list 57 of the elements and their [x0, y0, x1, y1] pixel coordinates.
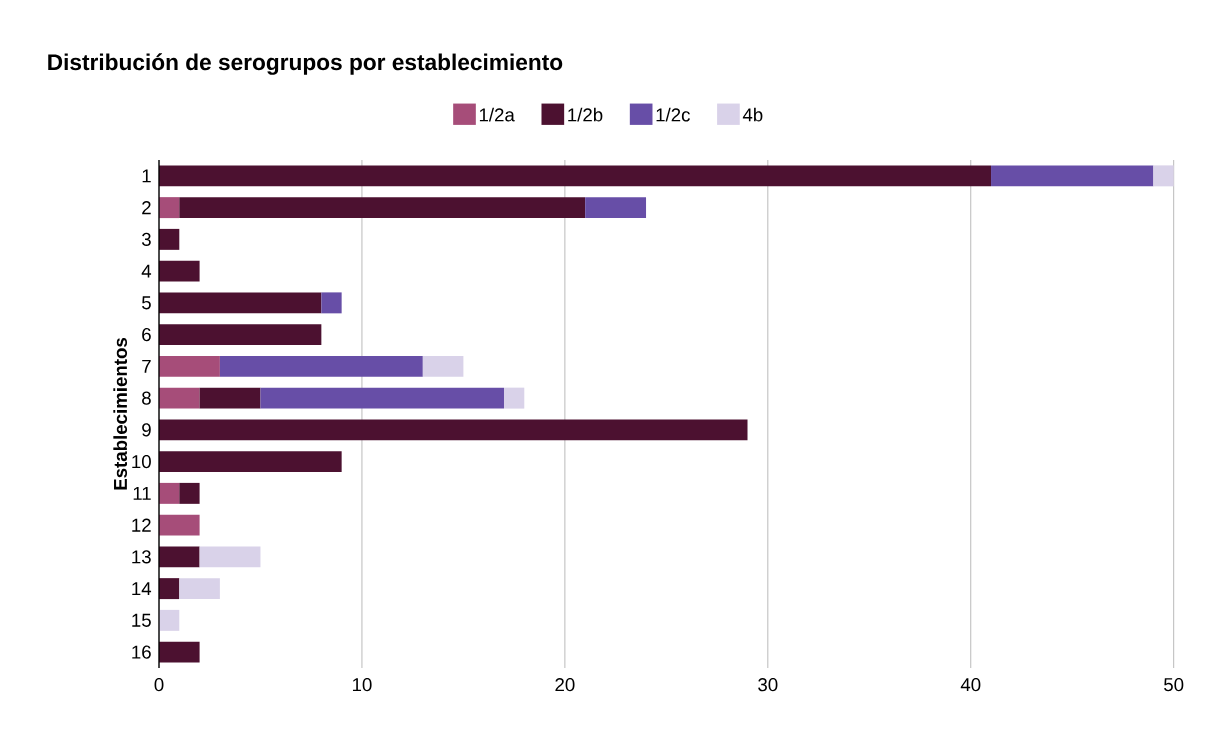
- x-tick-label: 0: [154, 678, 164, 692]
- bar: [159, 165, 992, 187]
- y-tick-label: 6: [142, 327, 151, 342]
- y-tick-label: 12: [132, 518, 151, 532]
- x-tick-label: 10: [352, 678, 372, 692]
- bar: [159, 324, 322, 346]
- y-tick-label: 2: [142, 201, 151, 215]
- legend-label: 1/2a: [479, 107, 515, 122]
- bar: [219, 355, 423, 377]
- bar: [179, 197, 586, 219]
- bar: [503, 387, 525, 409]
- bar: [199, 387, 261, 409]
- bar: [199, 546, 261, 568]
- bar: [159, 641, 200, 663]
- x-tick-label: 20: [555, 678, 575, 692]
- y-tick-label: 15: [132, 613, 151, 627]
- y-tick-label: 16: [132, 645, 151, 659]
- y-tick-label: 14: [132, 582, 152, 596]
- bar: [260, 387, 504, 409]
- x-tick-label: 30: [758, 678, 778, 692]
- chart-title: Distribución de serogrupos por establecimiento: [48, 53, 563, 75]
- bar: [159, 292, 322, 314]
- bar: [159, 260, 200, 282]
- bar: [179, 578, 220, 600]
- bar: [991, 165, 1154, 187]
- bar: [159, 228, 180, 250]
- y-tick-label: 9: [142, 423, 151, 437]
- y-tick-label: 8: [142, 391, 151, 405]
- y-tick-label: 4: [141, 264, 152, 278]
- bar: [159, 609, 180, 631]
- x-tick-label: 50: [1164, 678, 1184, 692]
- bar: [179, 482, 200, 504]
- legend-label: 1/2b: [568, 107, 603, 122]
- bar: [159, 355, 220, 377]
- y-tick-label: 3: [141, 232, 151, 246]
- legend-label: 1/2c: [656, 107, 690, 122]
- y-tick-label: 5: [142, 296, 151, 310]
- x-tick-label: 40: [960, 678, 981, 692]
- bar: [159, 546, 200, 568]
- bar: [159, 578, 180, 600]
- bar: [159, 451, 342, 473]
- y-tick-label: 11: [133, 486, 151, 500]
- bar: [1153, 165, 1174, 187]
- bar: [422, 355, 464, 377]
- legend-label: 4b: [742, 107, 763, 122]
- y-tick-label: 10: [132, 454, 151, 469]
- bar: [585, 197, 647, 219]
- y-tick-label: 7: [142, 359, 151, 373]
- y-tick-label: 1: [142, 169, 151, 183]
- bar: [321, 292, 342, 314]
- bar: [159, 514, 200, 536]
- bar: [159, 387, 200, 409]
- bar: [159, 197, 180, 219]
- bar: [159, 482, 180, 504]
- y-axis-title: Establecimientos: [113, 337, 128, 490]
- bar: [159, 419, 748, 441]
- y-tick-label: 13: [132, 550, 151, 564]
